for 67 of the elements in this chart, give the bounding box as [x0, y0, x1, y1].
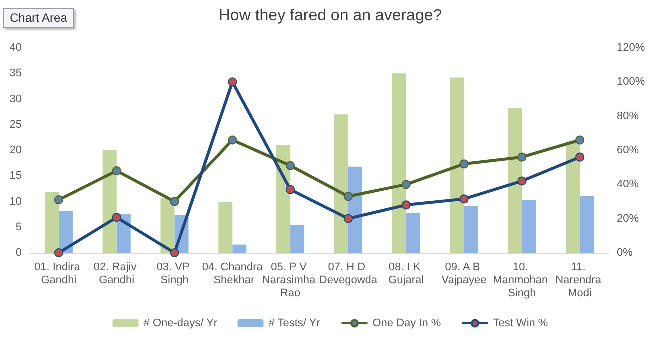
x-tick-label: 10. Manmohan Singh — [493, 262, 552, 300]
bar — [464, 206, 478, 253]
bar — [392, 74, 406, 253]
y-tick-label: 15 — [10, 170, 22, 182]
bar — [580, 196, 594, 253]
text: Chart Area — [3, 8, 74, 28]
bar — [508, 108, 522, 253]
point — [576, 136, 585, 145]
point — [170, 248, 180, 258]
x-tick-label: 03. VP Singh — [156, 262, 193, 286]
y2-tick-label: 20% — [617, 212, 640, 225]
y-tick-label: 30 — [10, 93, 22, 106]
y2-tick-label: 100% — [617, 76, 646, 88]
x-tick-label: 09. A B Vajpayee — [442, 262, 487, 286]
point — [344, 192, 353, 202]
legend-label: # One-days/ Yr — [144, 318, 218, 330]
y2-tick-label: 40% — [617, 178, 640, 191]
y2-tick-label: 80% — [617, 110, 640, 122]
point — [112, 213, 122, 222]
point — [228, 78, 238, 87]
y2-tick-label: 0% — [617, 247, 634, 259]
bar — [334, 114, 348, 253]
point — [286, 185, 296, 194]
y2-tick-label: 120% — [617, 42, 646, 54]
chart-title: How they fared on an average? — [218, 8, 442, 24]
point — [344, 214, 353, 224]
point — [518, 176, 527, 186]
x-tick-label: 08. I K Gujaral — [388, 262, 424, 286]
y2-tick-label: 60% — [617, 144, 640, 156]
x-tick-label: 02. Rajiv Gandhi — [94, 262, 140, 286]
point — [518, 152, 527, 162]
point — [286, 161, 296, 170]
bar — [232, 244, 247, 253]
bar — [102, 150, 117, 253]
point — [170, 197, 180, 206]
point — [402, 180, 411, 190]
legend-label: Test Win % — [493, 318, 548, 330]
y-tick-label: 40 — [10, 42, 22, 54]
legend-label: # Tests/ Yr — [268, 318, 321, 330]
bar — [406, 213, 420, 253]
bar — [218, 202, 233, 253]
point — [576, 152, 585, 162]
legend-label: One Day In % — [372, 318, 442, 330]
y-tick-label: 5 — [16, 221, 22, 234]
point — [460, 194, 469, 204]
bar — [44, 192, 59, 253]
x-tick-label: 07. H D Devegowda — [319, 262, 378, 286]
bar — [566, 142, 580, 253]
y-tick-label: 20 — [10, 144, 22, 156]
point — [112, 166, 122, 176]
point — [54, 248, 64, 258]
y-tick-label: 10 — [10, 196, 22, 208]
point — [228, 136, 238, 145]
x-tick-label: 05. P V Narasimha Rao — [262, 262, 319, 300]
y-tick-label: 25 — [10, 118, 22, 131]
bar — [450, 78, 464, 253]
bar — [58, 211, 73, 253]
bar — [290, 225, 305, 253]
x-tick-label: 01. Indira Gandhi — [34, 262, 84, 286]
y-tick-label: 0 — [16, 247, 22, 259]
point — [54, 196, 64, 205]
x-tick-label: 11. Narendra Modi — [556, 262, 605, 300]
point — [460, 160, 469, 169]
y-tick-label: 35 — [10, 68, 22, 80]
x-tick-label: 04. Chandra Shekhar — [202, 262, 264, 286]
point — [402, 200, 411, 210]
bar — [522, 200, 536, 253]
